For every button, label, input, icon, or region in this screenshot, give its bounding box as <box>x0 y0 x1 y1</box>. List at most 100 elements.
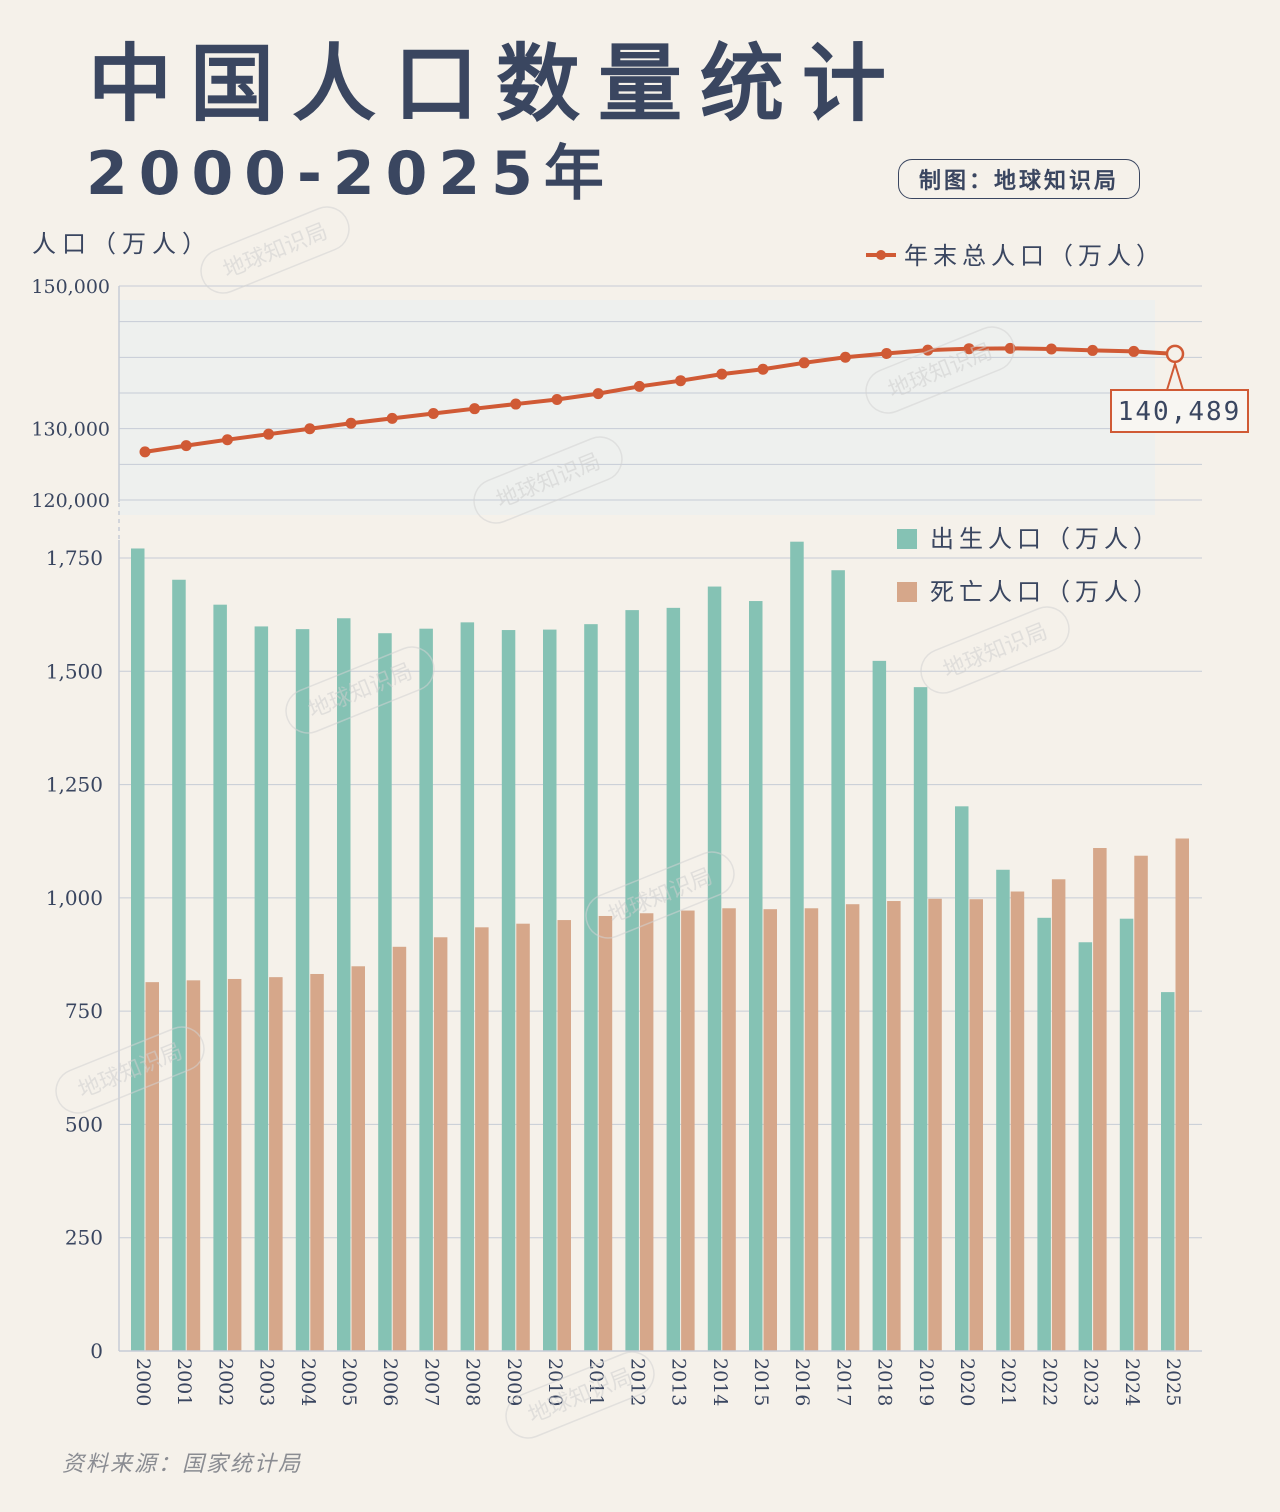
line-point <box>510 398 522 410</box>
births-bar <box>1161 992 1175 1351</box>
line-point <box>221 434 233 446</box>
line-point-last <box>1165 344 1185 364</box>
line-point <box>592 388 604 400</box>
births-bar <box>337 618 351 1351</box>
deaths-bar <box>351 966 365 1351</box>
x-tick-label: 2022 <box>1038 1358 1060 1406</box>
deaths-bar <box>845 904 860 1351</box>
source-note: 资料来源：国家统计局 <box>62 1452 303 1477</box>
births-bar <box>213 604 227 1351</box>
x-tick-label: 2011 <box>585 1358 607 1406</box>
watermark-border <box>473 436 623 524</box>
births-bar <box>1119 918 1134 1351</box>
births-bar <box>831 570 845 1351</box>
line-panel-background <box>119 300 1155 515</box>
x-tick-label: 2016 <box>791 1358 813 1406</box>
line-legend-marker <box>876 250 886 260</box>
births-bar <box>996 869 1010 1351</box>
deaths-bar <box>475 927 489 1351</box>
line-legend-label: 年末总人口（万人） <box>904 242 1165 270</box>
annotation-pointer <box>1166 360 1184 391</box>
deaths-bar <box>598 915 613 1351</box>
deaths-legend-label: 死亡人口（万人） <box>930 578 1162 606</box>
births-legend-label: 出生人口（万人） <box>930 525 1162 553</box>
deaths-bar <box>145 982 159 1351</box>
line-point <box>263 428 275 440</box>
line-point <box>427 407 439 419</box>
total-population-line <box>144 346 1176 454</box>
watermark-border <box>285 646 435 734</box>
line-point <box>839 351 851 363</box>
watermark: 地球知识局 <box>200 206 350 294</box>
x-tick-label: 2013 <box>668 1358 690 1406</box>
watermark: 地球知识局 <box>920 606 1070 694</box>
line-point <box>757 363 769 375</box>
x-tick-label: 2017 <box>832 1358 854 1406</box>
line-y-tick-label: 150,000 <box>31 276 110 298</box>
line-point <box>881 347 893 359</box>
births-bar <box>913 687 928 1351</box>
line-point <box>304 423 316 435</box>
deaths-bar <box>433 937 448 1351</box>
line-y-tick-label: 130,000 <box>31 419 110 441</box>
births-bar <box>790 541 804 1351</box>
x-tick-label: 2012 <box>626 1358 648 1406</box>
line-point <box>675 375 687 387</box>
watermark-border <box>200 206 350 294</box>
deaths-bar <box>804 908 819 1351</box>
x-tick-label: 2018 <box>874 1358 896 1406</box>
births-legend-swatch <box>897 529 917 549</box>
deaths-bar <box>557 920 571 1351</box>
x-tick-label: 2002 <box>214 1358 236 1406</box>
line-point <box>798 357 810 369</box>
births-bar <box>131 548 145 1351</box>
deaths-bar <box>1175 838 1189 1351</box>
deaths-bar <box>186 980 201 1351</box>
watermark-border <box>920 606 1070 694</box>
deaths-bar <box>392 946 407 1351</box>
line-point <box>1087 344 1099 356</box>
x-tick-label: 2025 <box>1162 1358 1184 1406</box>
deaths-bar <box>1093 848 1107 1351</box>
line-y-tick-label: 120,000 <box>31 490 110 512</box>
line-y-axis-label: 人口（万人） <box>32 230 212 258</box>
x-tick-label: 2019 <box>915 1358 937 1406</box>
births-bar <box>172 579 186 1351</box>
births-bar <box>543 629 557 1351</box>
deaths-bar <box>639 913 654 1351</box>
deaths-bar <box>722 908 736 1351</box>
x-tick-label: 2006 <box>379 1358 401 1406</box>
watermark-border <box>55 1026 205 1114</box>
line-point <box>386 412 398 424</box>
births-bar <box>419 628 433 1351</box>
x-tick-label: 2009 <box>503 1358 525 1406</box>
x-tick-label: 2014 <box>709 1358 731 1406</box>
x-tick-label: 2021 <box>997 1358 1019 1406</box>
line-point <box>180 440 192 452</box>
x-tick-label: 2003 <box>256 1358 278 1406</box>
page-subtitle: 2000-2025年 <box>86 139 615 209</box>
deaths-bar <box>269 977 283 1351</box>
bar-y-tick-label: 750 <box>65 999 103 1023</box>
x-tick-label: 2005 <box>338 1358 360 1406</box>
line-point <box>139 446 151 458</box>
births-bar <box>584 624 598 1351</box>
watermark-border <box>865 326 1015 414</box>
births-bar <box>460 622 475 1351</box>
bar-y-tick-label: 500 <box>65 1112 103 1136</box>
births-bar <box>295 629 310 1351</box>
deaths-bar <box>227 978 242 1351</box>
x-tick-label: 2023 <box>1080 1358 1102 1406</box>
births-bar <box>872 660 887 1351</box>
x-tick-label: 2008 <box>462 1358 484 1406</box>
births-bar <box>378 633 392 1351</box>
line-point <box>633 380 645 392</box>
births-bar <box>1078 942 1093 1351</box>
line-point <box>345 417 357 429</box>
x-tick-label: 2001 <box>173 1358 195 1406</box>
deaths-bar <box>516 923 530 1351</box>
births-bar <box>254 626 269 1351</box>
deaths-legend-swatch <box>897 582 917 602</box>
x-tick-label: 2004 <box>297 1358 319 1406</box>
deaths-bar <box>887 901 901 1351</box>
